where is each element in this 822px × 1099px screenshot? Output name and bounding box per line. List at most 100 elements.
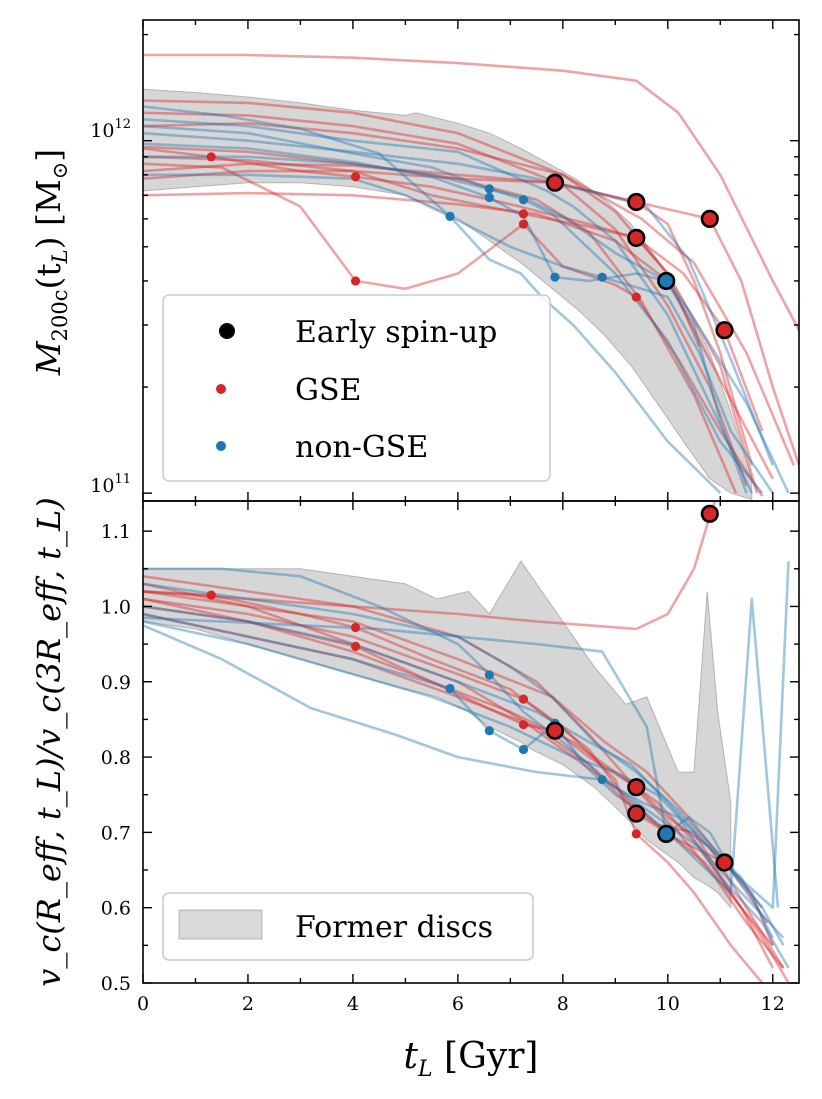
former-discs-band-top [143,88,753,501]
nongse-marker-8 [484,192,494,203]
nongse-marker-9 [518,744,529,755]
xtick-label-0: 0 [137,993,149,1015]
nongse-track-16 [143,173,722,495]
gse-track-0 [143,53,799,331]
gse-marker-0 [206,152,216,162]
ytick-label-1e12: 1012 [90,117,131,142]
nongse-track-15 [143,118,753,494]
gse-marker-5 [631,292,641,302]
nongse-marker-6 [445,211,455,221]
xtick-label-2: 2 [242,993,254,1015]
gse-track-5 [143,597,774,969]
early-spin-up-marker-4 [715,853,734,872]
top-ylabel: M200c(tL) [M⊙] [29,149,72,376]
nongse-track-17 [143,131,775,466]
bottom-panel-frame [142,500,800,984]
nongse-marker-7 [484,184,494,194]
xtick-label-4: 4 [347,993,359,1015]
xtick-label-10: 10 [656,993,680,1015]
legend-label-former-discs: Former discs [295,910,493,945]
gse-track-6 [143,575,785,969]
early-spin-up-marker-0 [545,173,565,192]
legend-label-spin-up: Early spin-up [295,315,497,350]
halo-mass-tracks [143,53,799,497]
former-discs-region [143,560,732,910]
early-spin-up-marker-4 [715,321,734,340]
nongse-marker-7 [484,670,494,680]
gse-track-4 [143,155,764,432]
gse-marker-1 [350,172,361,182]
early-spin-up-marker-2 [627,778,646,797]
legend-label-gse: GSE [295,373,361,408]
vc-ratio-markers [206,504,734,872]
gse-track-3 [143,597,764,983]
ytick-label-0.6: 0.6 [101,898,131,920]
gse-track-4 [143,582,790,983]
ytick-label-0.5: 0.5 [101,973,131,995]
ytick-label-1.0: 1.0 [101,596,131,618]
early-spin-up-marker-0 [700,504,719,523]
early-spin-up-marker-3 [627,804,646,823]
legend-box [162,294,551,482]
xtick-label-12: 12 [761,993,785,1015]
gse-marker-5 [631,829,641,839]
nongse-track-14 [143,155,790,494]
gse-track-2 [143,169,754,466]
nongse-marker-8 [484,726,494,736]
nongse-marker-11 [597,272,607,282]
legend-band-swatch [178,909,263,940]
gse-track-3 [143,147,701,348]
gse-marker-2 [350,276,361,286]
nongse-track-15 [143,582,764,909]
nongse-marker-11 [597,775,607,785]
xtick-label-6: 6 [452,993,464,1015]
gse-track-7 [143,612,774,947]
ytick-label-0.8: 0.8 [101,747,131,769]
early-spin-up-marker-3 [700,209,719,228]
gse-track-8 [143,590,769,924]
gse-marker-4 [518,219,529,229]
early-spin-up-marker-1 [627,192,646,212]
top-legend: Early spin-up GSE non-GSE [162,294,551,482]
ytick-label-0.7: 0.7 [101,822,131,844]
gse-marker-4 [518,720,529,730]
gse-track-8 [143,191,774,480]
gse-track-10 [143,145,738,494]
bottom-axis-ticks [142,501,799,984]
early-spin-up-marker-2 [627,228,646,247]
vc-ratio-tracks [143,501,790,983]
xtick-label-8: 8 [557,993,569,1015]
legend-spin-up-marker [219,323,235,339]
xlabel: tL [Gyr] [404,1036,539,1082]
gse-marker-2 [350,641,361,651]
former-discs-band-bottom [143,560,732,910]
halo-mass-markers [206,152,734,340]
legend-gse-marker [216,384,226,394]
early-spin-up-marker-5 [657,271,676,291]
legend-label-nongse: non-GSE [295,430,428,465]
nongse-track-12 [143,567,785,939]
early-spin-up-marker-5 [657,824,676,843]
nongse-track-11 [143,624,790,969]
gse-marker-3 [518,209,529,219]
nongse-track-9 [143,616,785,946]
gse-marker-1 [350,622,361,633]
early-spin-up-marker-1 [545,721,565,740]
nongse-track-13 [143,561,790,910]
nongse-marker-10 [550,272,560,282]
ytick-label-1.1: 1.1 [101,521,131,543]
top-panel-mass-history: 1012 1011 M200c(tL) [M⊙] Early spin-up G… [29,19,800,502]
nongse-track-11 [143,105,774,494]
legend-nongse-marker [216,441,226,451]
nongse-marker-9 [518,195,529,205]
gse-track-2 [143,605,785,969]
bottom-ylabel: v_c(R_eff, t_L)/v_c(3R_eff, t_L) [30,497,68,986]
former-discs-region [143,88,753,501]
bottom-tick-labels: 0 2 4 6 8 10 12 0.5 0.6 0.7 0.8 0.9 1.0 1.1 [101,521,785,1015]
gse-marker-0 [206,590,216,600]
ytick-label-1e11: 1011 [90,472,131,497]
nongse-track-12 [143,124,764,494]
gse-track-6 [143,122,759,494]
top-axis-ticks [142,20,799,501]
